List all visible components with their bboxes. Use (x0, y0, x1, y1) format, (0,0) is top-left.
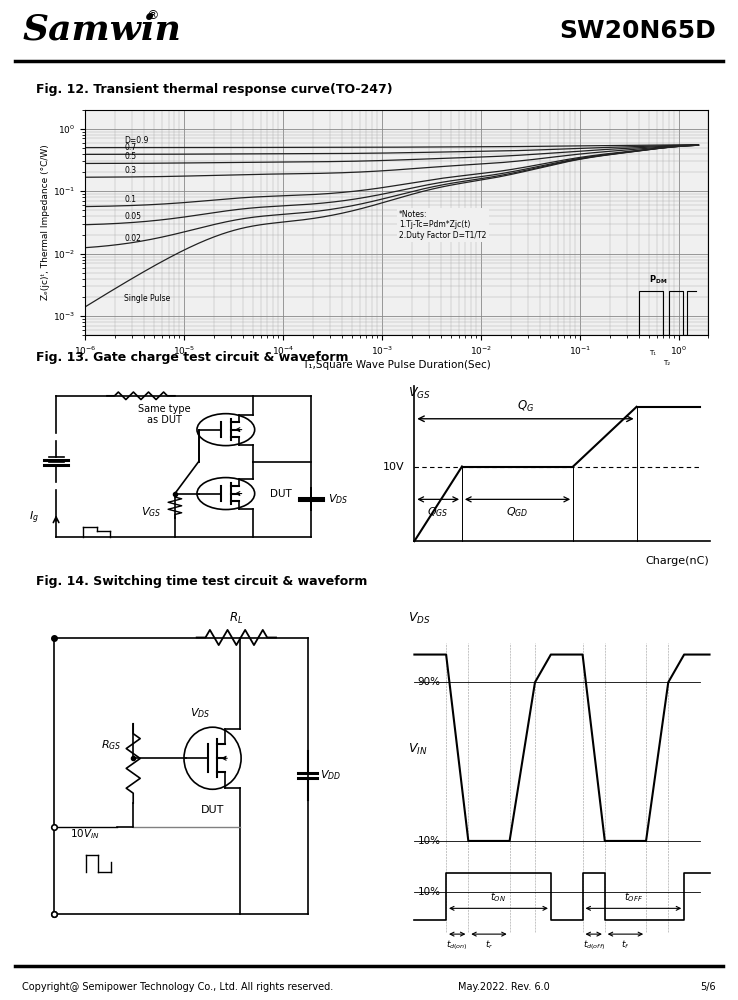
Text: $t_{d(off)}$: $t_{d(off)}$ (582, 938, 605, 952)
Text: 0.5: 0.5 (124, 152, 137, 161)
Text: $\mathbf{P_{DM}}$: $\mathbf{P_{DM}}$ (649, 273, 667, 286)
Text: $V_{DD}$: $V_{DD}$ (320, 769, 342, 782)
Text: Fig. 14. Switching time test circuit & waveform: Fig. 14. Switching time test circuit & w… (36, 574, 368, 587)
Text: $R_L$: $R_L$ (230, 611, 244, 626)
Text: 10%: 10% (418, 836, 441, 846)
Text: $V_{IN}$: $V_{IN}$ (408, 742, 427, 757)
Text: 0.7: 0.7 (124, 143, 137, 152)
Text: 0.02: 0.02 (124, 234, 141, 243)
Text: SW20N65D: SW20N65D (559, 19, 716, 43)
Text: $10V_{IN}$: $10V_{IN}$ (69, 828, 100, 841)
Text: 0.05: 0.05 (124, 212, 141, 221)
Text: $V_{DS}$: $V_{DS}$ (328, 492, 348, 506)
Text: $t_{d(on)}$: $t_{d(on)}$ (446, 938, 468, 952)
Text: Fig. 13. Gate charge test circuit & waveform: Fig. 13. Gate charge test circuit & wave… (36, 351, 348, 363)
Text: 5/6: 5/6 (700, 982, 716, 992)
Text: $V_{GS}$: $V_{GS}$ (408, 386, 431, 401)
Text: Single Pulse: Single Pulse (124, 294, 170, 303)
Text: 0.1: 0.1 (124, 195, 137, 204)
Text: DUT: DUT (201, 805, 224, 815)
Text: T₁: T₁ (649, 350, 657, 356)
Text: *Notes:
1.Tj-Tc=Pdm*Zjc(t)
2.Duty Factor D=T1/T2: *Notes: 1.Tj-Tc=Pdm*Zjc(t) 2.Duty Factor… (399, 210, 486, 240)
Text: $V_{GS}$: $V_{GS}$ (141, 505, 162, 519)
Text: $I_g$: $I_g$ (30, 510, 39, 526)
Text: May.2022. Rev. 6.0: May.2022. Rev. 6.0 (458, 982, 549, 992)
Text: Charge(nC): Charge(nC) (646, 556, 709, 566)
Text: $t_f$: $t_f$ (621, 938, 630, 951)
Text: Samwin: Samwin (22, 12, 181, 46)
Text: $V_{DS}$: $V_{DS}$ (408, 611, 430, 626)
Text: $t_r$: $t_r$ (485, 938, 493, 951)
X-axis label: T₁,Square Wave Pulse Duration(Sec): T₁,Square Wave Pulse Duration(Sec) (303, 360, 491, 370)
Text: $t_{ON}$: $t_{ON}$ (491, 891, 506, 904)
Text: Same type
as DUT: Same type as DUT (139, 404, 191, 425)
Text: T₂: T₂ (663, 360, 670, 366)
Text: ®: ® (146, 9, 159, 22)
Text: 10%: 10% (418, 887, 441, 897)
Text: 90%: 90% (418, 677, 441, 687)
Y-axis label: Zₑ(jc)ᵗ, Thermal Impedance (°C/W): Zₑ(jc)ᵗ, Thermal Impedance (°C/W) (41, 145, 50, 300)
Text: D=0.9: D=0.9 (124, 136, 148, 145)
Text: Copyright@ Semipower Technology Co., Ltd. All rights reserved.: Copyright@ Semipower Technology Co., Ltd… (22, 982, 334, 992)
Text: 0.3: 0.3 (124, 166, 137, 175)
Text: 10V: 10V (383, 462, 405, 472)
Text: $Q_{GD}$: $Q_{GD}$ (506, 505, 528, 519)
Text: $t_{OFF}$: $t_{OFF}$ (624, 891, 643, 904)
Text: $V_{DS}$: $V_{DS}$ (190, 707, 210, 720)
Text: $Q_{GS}$: $Q_{GS}$ (427, 505, 449, 519)
Text: Fig. 12. Transient thermal response curve(TO-247): Fig. 12. Transient thermal response curv… (36, 83, 393, 96)
Text: DUT: DUT (270, 489, 292, 499)
Text: $R_{GS}$: $R_{GS}$ (101, 738, 122, 752)
Text: $Q_G$: $Q_G$ (517, 399, 534, 414)
